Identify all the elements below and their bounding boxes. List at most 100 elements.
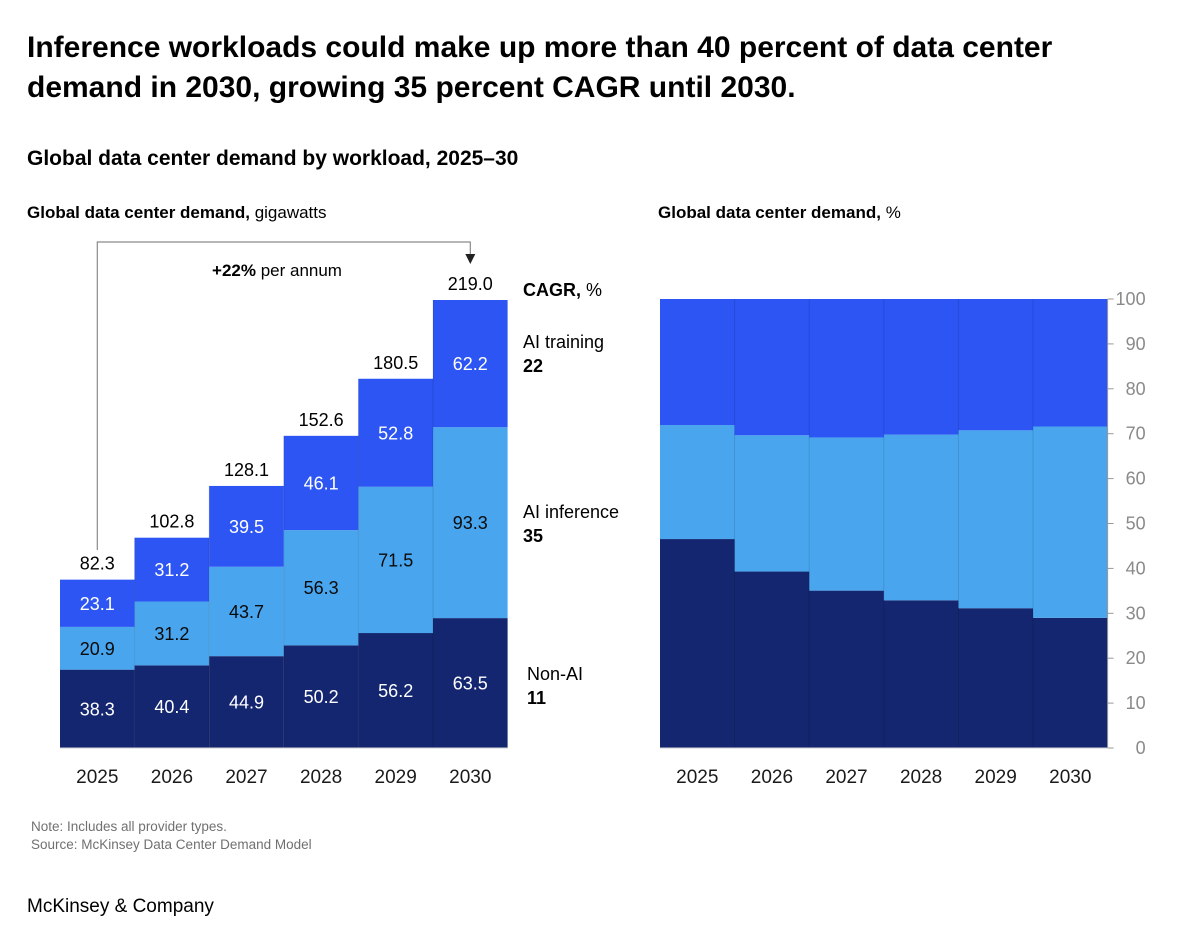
bar-non-ai-2029 bbox=[358, 633, 433, 748]
share-x-tick-2025: 2025 bbox=[676, 767, 718, 788]
cagr-annotation-bold: +22% bbox=[212, 261, 256, 280]
data-label-ai-training-2029: 52.8 bbox=[378, 423, 413, 443]
bar-non-ai-2027 bbox=[209, 656, 284, 748]
share-bar-non-ai-2030 bbox=[1033, 617, 1108, 748]
share-x-tick-2026: 2026 bbox=[751, 767, 793, 788]
left-panel-title-bold: Global data center demand, bbox=[27, 203, 250, 222]
left-panel-title: Global data center demand, gigawatts bbox=[27, 203, 327, 223]
share-bar-ai-training-2028 bbox=[883, 299, 959, 435]
right-panel-title: Global data center demand, % bbox=[658, 203, 901, 223]
bar-ai-training-2027 bbox=[209, 485, 284, 567]
legend-cagr-ai-inference: 35 bbox=[523, 526, 543, 546]
share-bar-non-ai-2027 bbox=[809, 590, 885, 748]
total-label-2029: 180.5 bbox=[373, 353, 418, 373]
right-y-tick-70: 70 bbox=[1126, 424, 1146, 444]
right-y-tick-0: 0 bbox=[1136, 738, 1146, 758]
share-bar-ai-training-2026 bbox=[734, 299, 810, 436]
left-panel-title-unit: gigawatts bbox=[254, 203, 327, 222]
cagr-annotation: +22% per annum bbox=[212, 261, 342, 280]
data-label-non-ai-2029: 56.2 bbox=[378, 681, 413, 701]
right-y-tick-10: 10 bbox=[1126, 693, 1146, 713]
x-tick-2026: 2026 bbox=[151, 767, 193, 788]
share-bar-ai-training-2030 bbox=[1033, 299, 1108, 427]
share-x-tick-2028: 2028 bbox=[900, 767, 942, 788]
data-label-non-ai-2030: 63.5 bbox=[453, 674, 488, 694]
data-label-ai-inference-2028: 56.3 bbox=[304, 578, 339, 598]
data-label-ai-inference-2030: 93.3 bbox=[453, 513, 488, 533]
right-y-tick-30: 30 bbox=[1126, 603, 1146, 623]
data-label-non-ai-2028: 50.2 bbox=[304, 687, 339, 707]
right-y-tick-100: 100 bbox=[1116, 289, 1146, 309]
legend-cagr-non-ai: 11 bbox=[527, 688, 546, 708]
bar-ai-inference-2026 bbox=[134, 601, 210, 666]
share-bar-non-ai-2029 bbox=[958, 608, 1034, 748]
bar-ai-training-2025 bbox=[60, 579, 135, 627]
share-x-tick-2030: 2030 bbox=[1049, 767, 1091, 788]
x-tick-2027: 2027 bbox=[225, 767, 267, 788]
data-label-ai-training-2025: 23.1 bbox=[80, 594, 115, 614]
legend-header-unit: % bbox=[581, 280, 602, 300]
headline: Inference workloads could make up more t… bbox=[27, 31, 1053, 104]
note-text: Note: Includes all provider types. bbox=[31, 819, 227, 834]
chart-subtitle: Global data center demand by workload, 2… bbox=[27, 147, 519, 170]
share-bar-ai-training-2027 bbox=[809, 299, 885, 438]
bar-non-ai-2030 bbox=[433, 618, 508, 748]
bar-ai-training-2026 bbox=[134, 537, 210, 602]
data-label-non-ai-2026: 40.4 bbox=[154, 697, 189, 717]
data-label-ai-inference-2029: 71.5 bbox=[378, 550, 413, 570]
right-y-tick-90: 90 bbox=[1126, 334, 1146, 354]
right-y-tick-40: 40 bbox=[1126, 558, 1146, 578]
share-bar-non-ai-2025 bbox=[660, 539, 735, 748]
bar-ai-inference-2030 bbox=[433, 427, 508, 619]
share-bar-ai-training-2025 bbox=[660, 299, 735, 426]
share-bar-ai-inference-2026 bbox=[734, 435, 810, 572]
share-bar-ai-training-2029 bbox=[958, 299, 1034, 431]
share-bar-ai-inference-2027 bbox=[809, 437, 885, 591]
data-label-ai-training-2026: 31.2 bbox=[154, 560, 189, 580]
legend-header-bold: CAGR, bbox=[523, 280, 581, 300]
x-tick-2025: 2025 bbox=[76, 767, 118, 788]
right-y-tick-50: 50 bbox=[1126, 514, 1146, 534]
total-label-2028: 152.6 bbox=[299, 410, 344, 430]
right-y-tick-60: 60 bbox=[1126, 469, 1146, 489]
share-x-tick-2027: 2027 bbox=[825, 767, 867, 788]
x-tick-2030: 2030 bbox=[449, 767, 491, 788]
cagr-annotation-text: per annum bbox=[256, 261, 342, 280]
legend-name-ai-training: AI training bbox=[523, 332, 604, 352]
total-label-2027: 128.1 bbox=[224, 460, 269, 480]
legend-cagr-ai-training: 22 bbox=[523, 356, 543, 376]
share-bar-ai-inference-2030 bbox=[1033, 426, 1108, 618]
bar-non-ai-2025 bbox=[60, 669, 135, 748]
brand-logo-text: McKinsey & Company bbox=[27, 896, 214, 917]
bar-non-ai-2028 bbox=[283, 645, 359, 748]
total-label-2026: 102.8 bbox=[149, 512, 194, 532]
cagr-arrowhead bbox=[465, 254, 476, 264]
bar-ai-inference-2029 bbox=[358, 486, 433, 634]
bar-ai-training-2030 bbox=[433, 300, 508, 428]
share-bar-ai-inference-2028 bbox=[883, 434, 959, 601]
data-label-non-ai-2027: 44.9 bbox=[229, 693, 264, 713]
data-label-non-ai-2025: 38.3 bbox=[80, 699, 115, 719]
source-text: Source: McKinsey Data Center Demand Mode… bbox=[31, 837, 312, 852]
share-x-tick-2029: 2029 bbox=[975, 767, 1017, 788]
legend-name-ai-inference: AI inference bbox=[523, 502, 619, 522]
share-bar-ai-inference-2025 bbox=[660, 425, 735, 540]
legend-name-non-ai: Non-AI bbox=[527, 664, 583, 684]
cagr-connector-line bbox=[96, 241, 471, 550]
total-label-2025: 82.3 bbox=[80, 554, 115, 574]
data-label-ai-training-2030: 62.2 bbox=[453, 354, 488, 374]
bar-ai-inference-2025 bbox=[60, 626, 135, 670]
right-y-tick-80: 80 bbox=[1126, 379, 1146, 399]
x-tick-2028: 2028 bbox=[300, 767, 342, 788]
share-bar-ai-inference-2029 bbox=[958, 430, 1034, 609]
total-label-2030: 219.0 bbox=[448, 274, 493, 294]
share-bar-non-ai-2028 bbox=[883, 600, 959, 748]
footnote: Note: Includes all provider types. Sourc… bbox=[31, 818, 312, 854]
data-label-ai-training-2027: 39.5 bbox=[229, 517, 264, 537]
data-label-ai-inference-2025: 20.9 bbox=[80, 639, 115, 659]
x-tick-2029: 2029 bbox=[375, 767, 417, 788]
bar-non-ai-2026 bbox=[134, 665, 210, 748]
share-bar-non-ai-2026 bbox=[734, 571, 810, 748]
data-label-ai-inference-2026: 31.2 bbox=[154, 624, 189, 644]
